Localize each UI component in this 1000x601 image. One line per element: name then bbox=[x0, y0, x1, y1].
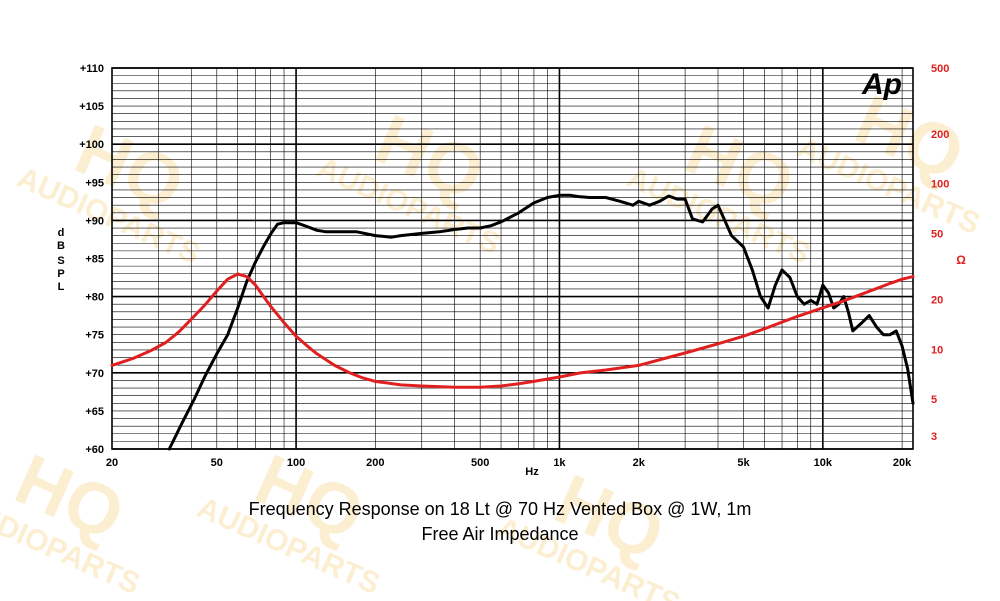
x-tick-label: 2k bbox=[633, 457, 646, 469]
x-tick-label: 200 bbox=[366, 457, 384, 469]
y-axis-left-label-char: B bbox=[57, 240, 65, 252]
y-tick-label-right: 10 bbox=[931, 344, 943, 356]
y-tick-label-left: +100 bbox=[79, 139, 104, 151]
y-axis-left-label: d BS P L bbox=[57, 227, 65, 293]
x-tick-label: 10k bbox=[814, 457, 833, 469]
y-axis-left-label-char: S bbox=[57, 255, 64, 267]
y-tick-label-right: 500 bbox=[931, 63, 949, 75]
ap-logo: Ap bbox=[861, 68, 902, 101]
y-tick-label-left: +75 bbox=[85, 330, 104, 342]
chart-subtitle: Free Air Impedance bbox=[421, 524, 579, 544]
spl-line bbox=[167, 193, 915, 451]
y-tick-label-left: +65 bbox=[85, 406, 104, 418]
y-tick-label-left: +80 bbox=[85, 292, 104, 304]
y-tick-label-right: 20 bbox=[931, 294, 943, 306]
x-axis-ticks: 20 50 100 200 500 1k 2k 5k 10k 20k bbox=[106, 457, 912, 469]
x-tick-label: 20k bbox=[893, 457, 912, 469]
y-tick-label-right: 200 bbox=[931, 129, 949, 141]
chart-grid bbox=[111, 67, 914, 450]
y-tick-label-left: +90 bbox=[85, 215, 104, 227]
y-tick-label-right: 100 bbox=[931, 179, 949, 191]
y-axis-right-ticks: 500 200 100 50 20 10 5 3 bbox=[931, 63, 949, 443]
y-axis-left-label-char: P bbox=[57, 268, 64, 280]
y-tick-label-left: +85 bbox=[85, 254, 104, 266]
y-tick-label-left: +60 bbox=[85, 444, 104, 456]
x-tick-label: 100 bbox=[287, 457, 305, 469]
x-tick-label: 5k bbox=[737, 457, 750, 469]
y-axis-left-label-char: L bbox=[58, 281, 65, 293]
plot-frame bbox=[111, 67, 914, 450]
impedance-line bbox=[110, 272, 915, 389]
y-axis-right-label: Ω bbox=[956, 253, 966, 267]
x-tick-label: 1k bbox=[553, 457, 566, 469]
y-tick-label-right: 50 bbox=[931, 229, 943, 241]
x-tick-label: 20 bbox=[106, 457, 118, 469]
chart-title: Frequency Response on 18 Lt @ 70 Hz Vent… bbox=[248, 499, 752, 519]
y-tick-label-left: +105 bbox=[79, 101, 104, 113]
series bbox=[110, 193, 915, 451]
x-tick-label: 50 bbox=[211, 457, 223, 469]
y-tick-label-left: +70 bbox=[85, 368, 104, 380]
y-axis-left-ticks: +110 +105 +100 +95 +90 +85 +80 +75 +70 +65 +60 bbox=[79, 63, 104, 456]
y-tick-label-right: 3 bbox=[931, 431, 937, 443]
y-tick-label-left: +95 bbox=[85, 177, 104, 189]
y-axis-left-label-char: d bbox=[58, 227, 65, 239]
x-tick-label: 500 bbox=[471, 457, 489, 469]
y-tick-label-right: 5 bbox=[931, 394, 937, 406]
y-tick-label-left: +110 bbox=[80, 63, 104, 75]
x-axis-label: Hz bbox=[525, 466, 539, 478]
